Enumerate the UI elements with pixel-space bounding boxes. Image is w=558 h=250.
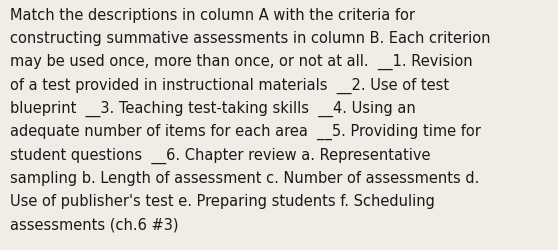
Text: constructing summative assessments in column B. Each criterion: constructing summative assessments in co…	[10, 31, 490, 46]
Text: may be used once, more than once, or not at all.  __1. Revision: may be used once, more than once, or not…	[10, 54, 473, 70]
Text: adequate number of items for each area  __5. Providing time for: adequate number of items for each area _…	[10, 124, 481, 140]
Text: of a test provided in instructional materials  __2. Use of test: of a test provided in instructional mate…	[10, 77, 449, 94]
Text: Match the descriptions in column A with the criteria for: Match the descriptions in column A with …	[10, 8, 415, 22]
Text: blueprint  __3. Teaching test-taking skills  __4. Using an: blueprint __3. Teaching test-taking skil…	[10, 100, 416, 117]
Text: student questions  __6. Chapter review a. Representative: student questions __6. Chapter review a.…	[10, 147, 431, 163]
Text: Use of publisher's test e. Preparing students f. Scheduling: Use of publisher's test e. Preparing stu…	[10, 194, 435, 208]
Text: sampling b. Length of assessment c. Number of assessments d.: sampling b. Length of assessment c. Numb…	[10, 170, 479, 185]
Text: assessments (ch.6 #3): assessments (ch.6 #3)	[10, 217, 179, 232]
